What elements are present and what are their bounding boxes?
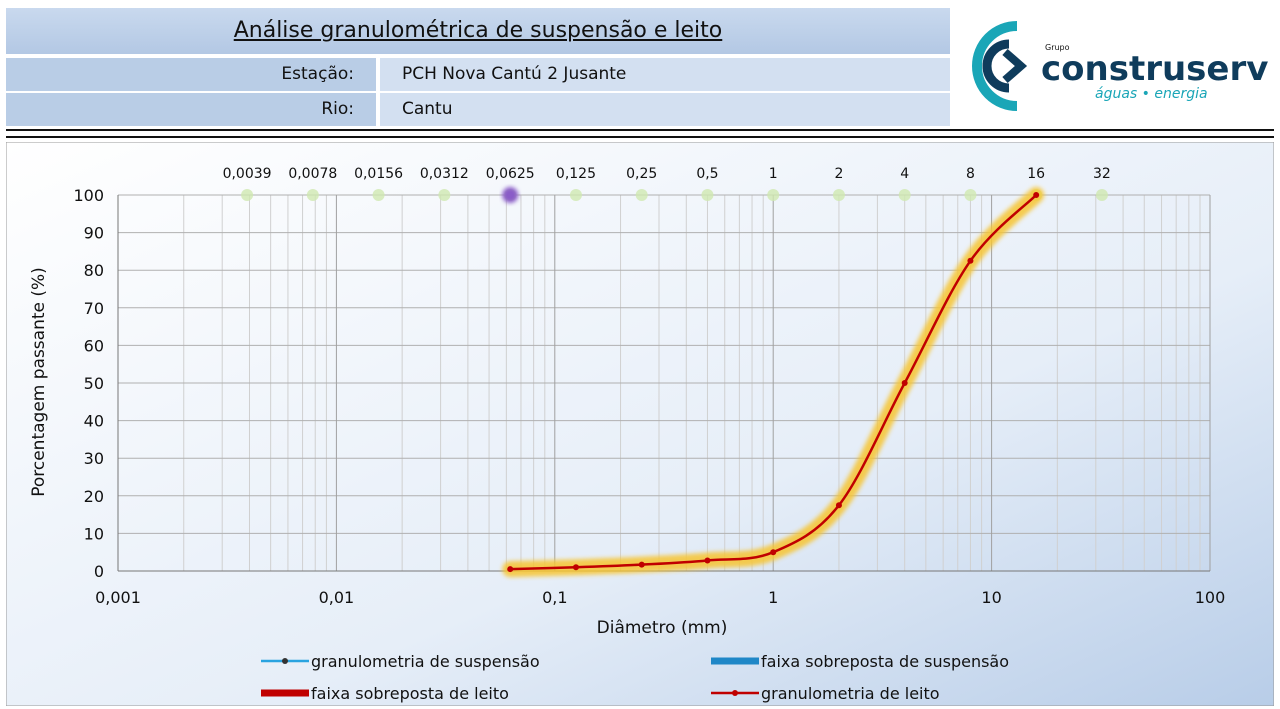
station: PCH Nova Cantú 2 Jusante xyxy=(380,58,950,91)
top-tick-label: 2 xyxy=(834,166,843,182)
data-point xyxy=(638,561,645,568)
y-tick-label: 30 xyxy=(84,449,104,468)
data-point xyxy=(507,566,514,573)
logo-ring xyxy=(972,21,1018,111)
top-tick-label: 0,0078 xyxy=(288,166,337,182)
top-tick-dot xyxy=(964,189,977,201)
top-tick-dot xyxy=(569,189,582,201)
data-point xyxy=(704,557,711,564)
top-tick-dot xyxy=(241,189,254,201)
legend-marker xyxy=(732,690,738,696)
top-tick-label: 8 xyxy=(966,166,975,182)
top-tick-dot xyxy=(898,189,911,201)
top-tick-dot xyxy=(438,189,451,201)
top-tick-label: 0,5 xyxy=(696,166,718,182)
x-tick-label: 100 xyxy=(1195,588,1226,607)
x-tick-label: 0,1 xyxy=(542,588,567,607)
top-tick-label: 1 xyxy=(769,166,778,182)
legend-label: faixa sobreposta de leito xyxy=(311,684,509,703)
y-tick-label: 20 xyxy=(84,487,104,506)
x-tick-label: 0,01 xyxy=(319,588,355,607)
top-tick-label: 32 xyxy=(1093,166,1111,182)
top-tick-label: 0,0312 xyxy=(420,166,469,182)
top-tick-dot xyxy=(701,189,714,201)
top-tick-label: 0,0625 xyxy=(486,166,535,182)
logo-arrow xyxy=(1002,48,1028,84)
top-tick-dot xyxy=(635,189,648,201)
y-tick-label: 100 xyxy=(73,186,104,205)
top-tick-dot xyxy=(832,189,845,201)
data-point xyxy=(572,564,579,571)
top-tick-dot xyxy=(1095,189,1108,201)
logo: Grupo construserv águas • energia xyxy=(955,8,1273,128)
x-axis-label: Diâmetro (mm) xyxy=(597,618,728,638)
y-tick-label: 40 xyxy=(84,412,104,431)
data-point xyxy=(901,380,908,386)
river-label: Rio: xyxy=(6,93,376,126)
logo-name: construserv xyxy=(1041,49,1268,89)
data-point xyxy=(770,549,777,556)
y-tick-label: 70 xyxy=(84,299,104,318)
top-tick-label: 0,0039 xyxy=(223,166,272,182)
rule xyxy=(6,136,1274,138)
top-tick-label: 16 xyxy=(1027,166,1045,182)
logo-art: Grupo construserv águas • energia xyxy=(972,21,1268,111)
legend-label: granulometria de suspensão xyxy=(311,652,540,671)
x-tick-label: 1 xyxy=(768,588,778,607)
chart-bg xyxy=(6,142,1274,706)
top-tick-label: 0,0156 xyxy=(354,166,403,182)
legend-label: faixa sobreposta de suspensão xyxy=(761,652,1009,671)
data-point xyxy=(967,257,974,264)
y-tick-label: 90 xyxy=(84,224,104,243)
logo-group: Grupo xyxy=(1045,43,1070,52)
logo-tagline: águas • energia xyxy=(1095,86,1208,102)
series-line xyxy=(510,194,1038,571)
top-tick-label: 0,125 xyxy=(556,166,596,182)
title: Análise granulométrica de suspensão e le… xyxy=(6,8,950,54)
top-tick-label: 0,25 xyxy=(626,166,657,182)
y-tick-label: 80 xyxy=(84,261,104,280)
x-tick-label: 0,001 xyxy=(95,588,141,607)
top-tick-dot xyxy=(372,189,385,201)
band-point xyxy=(502,187,519,203)
logo-ring-inner xyxy=(982,39,1010,93)
x-tick-label: 10 xyxy=(981,588,1001,607)
top-tick-dot xyxy=(767,189,780,201)
rule xyxy=(6,129,1274,131)
data-point xyxy=(1033,192,1040,198)
y-tick-label: 60 xyxy=(84,336,104,355)
river: Cantu xyxy=(380,93,950,126)
y-axis-label: Porcentagem passante (%) xyxy=(29,267,49,497)
legend-label: granulometria de leito xyxy=(761,684,940,703)
legend-marker xyxy=(282,658,288,664)
y-tick-label: 50 xyxy=(84,374,104,393)
top-tick-label: 4 xyxy=(900,166,909,182)
chart: Porcentagem passante (%) Diâmetro (mm) 0… xyxy=(6,142,1274,706)
station-label: Estação: xyxy=(6,58,376,91)
y-tick-label: 0 xyxy=(94,562,104,581)
y-tick-label: 10 xyxy=(84,524,104,543)
top-tick-dot xyxy=(306,189,319,201)
data-point xyxy=(835,502,842,509)
